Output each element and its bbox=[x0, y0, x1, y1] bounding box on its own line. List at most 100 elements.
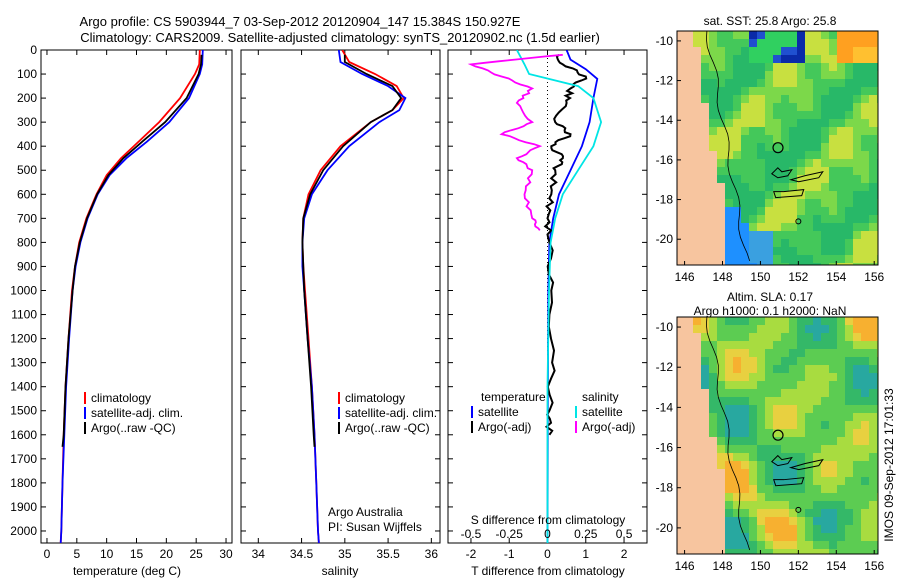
map-cell bbox=[701, 373, 709, 381]
map-cell bbox=[685, 549, 693, 554]
map-cell bbox=[837, 95, 845, 103]
map-cell bbox=[813, 389, 821, 397]
map-cell bbox=[853, 429, 861, 437]
map-cell bbox=[869, 247, 877, 255]
map-cell bbox=[837, 127, 845, 135]
map-cell bbox=[821, 79, 829, 87]
map-cell bbox=[749, 103, 757, 111]
legend-label-s-argo: Argo(-adj) bbox=[582, 420, 635, 434]
map-cell bbox=[821, 325, 829, 333]
map-cell bbox=[797, 175, 805, 183]
map-cell bbox=[789, 373, 797, 381]
map-cell bbox=[685, 111, 693, 119]
map-cell bbox=[837, 429, 845, 437]
map-cell bbox=[781, 373, 789, 381]
map-cell bbox=[861, 207, 869, 215]
s-tick-label: -0.25 bbox=[496, 527, 524, 541]
map-cell bbox=[693, 477, 701, 485]
map-cell bbox=[789, 183, 797, 191]
map-cell bbox=[709, 549, 717, 554]
map-cell bbox=[781, 119, 789, 127]
map-cell bbox=[773, 231, 781, 239]
map-cell bbox=[725, 469, 733, 477]
map-cell bbox=[749, 47, 757, 55]
map-cell bbox=[805, 103, 813, 111]
map-cell bbox=[805, 461, 813, 469]
map-cell bbox=[869, 95, 877, 103]
annotation-line-1: Argo Australia bbox=[328, 505, 403, 519]
map-cell bbox=[765, 333, 773, 341]
map-cell bbox=[741, 357, 749, 365]
map-cell bbox=[773, 135, 781, 143]
map-cell bbox=[781, 437, 789, 445]
map-cell bbox=[805, 325, 813, 333]
map-cell bbox=[757, 111, 765, 119]
map-cell bbox=[685, 317, 693, 325]
map-cell bbox=[733, 549, 741, 554]
map-cell bbox=[869, 469, 877, 477]
map-cell bbox=[677, 381, 685, 389]
map-cell bbox=[869, 87, 877, 95]
map-cell bbox=[813, 493, 821, 501]
map-cell bbox=[701, 341, 709, 349]
map-cell bbox=[709, 47, 717, 55]
map-cell bbox=[677, 63, 685, 71]
map-cell bbox=[829, 485, 837, 493]
map-cell bbox=[757, 231, 765, 239]
map-cell bbox=[781, 247, 789, 255]
map-cell bbox=[733, 493, 741, 501]
x-tick-label: 30 bbox=[219, 547, 233, 561]
map-cell bbox=[805, 231, 813, 239]
map-cell bbox=[781, 199, 789, 207]
map-cell bbox=[781, 421, 789, 429]
map-cell bbox=[869, 135, 877, 143]
temperature-xlabel: temperature (deg C) bbox=[73, 564, 181, 578]
map-cell bbox=[733, 453, 741, 461]
map-cell bbox=[829, 421, 837, 429]
map-cell bbox=[773, 493, 781, 501]
map-cell bbox=[821, 159, 829, 167]
map-cell bbox=[685, 429, 693, 437]
map-cell bbox=[821, 413, 829, 421]
map-cell bbox=[781, 159, 789, 167]
map-cell bbox=[813, 485, 821, 493]
map-cell bbox=[709, 255, 717, 263]
map-cell bbox=[869, 549, 877, 554]
map-cell bbox=[845, 223, 853, 231]
map-cell bbox=[845, 501, 853, 509]
map-cell bbox=[757, 445, 765, 453]
map-cell bbox=[685, 79, 693, 87]
map-cell bbox=[701, 255, 709, 263]
map-cell bbox=[693, 469, 701, 477]
map-cell bbox=[733, 119, 741, 127]
map-cell bbox=[821, 357, 829, 365]
x-tick-label: 35 bbox=[338, 547, 352, 561]
map-cell bbox=[789, 341, 797, 349]
map-cell bbox=[797, 95, 805, 103]
map-cell bbox=[677, 183, 685, 191]
map-cell bbox=[725, 151, 733, 159]
map-cell bbox=[853, 207, 861, 215]
map-cell bbox=[837, 39, 845, 47]
map-cell bbox=[773, 477, 781, 485]
map-cell bbox=[813, 239, 821, 247]
map-cell bbox=[773, 541, 781, 549]
map-cell bbox=[821, 493, 829, 501]
map-cell bbox=[781, 485, 789, 493]
map-cell bbox=[845, 485, 853, 493]
map-cell bbox=[821, 461, 829, 469]
map-cell bbox=[709, 317, 717, 325]
map-cell bbox=[837, 167, 845, 175]
map-cell bbox=[861, 341, 869, 349]
map-cell bbox=[821, 71, 829, 79]
map-cell bbox=[693, 167, 701, 175]
map-cell bbox=[805, 79, 813, 87]
map-cell bbox=[845, 373, 853, 381]
map-cell bbox=[725, 39, 733, 47]
map-cell bbox=[725, 31, 733, 39]
x-tick-label: 0 bbox=[44, 547, 51, 561]
map-cell bbox=[677, 461, 685, 469]
map-cell bbox=[725, 119, 733, 127]
map-cell bbox=[773, 175, 781, 183]
y-tick-label: 1700 bbox=[10, 452, 37, 466]
